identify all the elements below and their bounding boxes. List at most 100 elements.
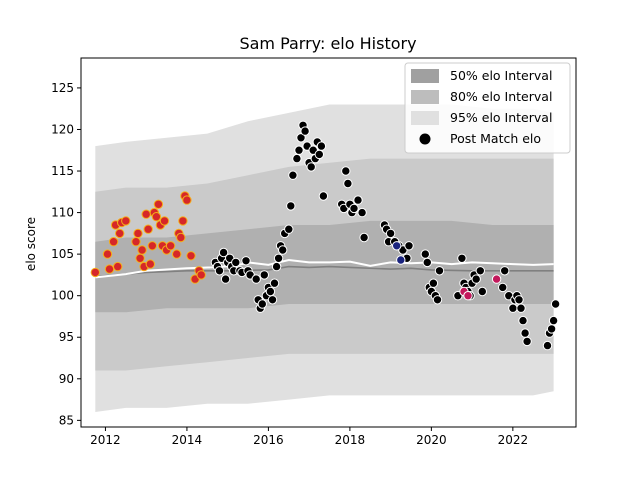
x-tick-label: 2014 — [172, 433, 203, 447]
data-point — [471, 274, 481, 284]
data-point — [143, 224, 153, 234]
data-point — [341, 166, 351, 176]
data-point — [548, 315, 559, 326]
data-point — [251, 274, 261, 284]
data-point — [267, 295, 278, 305]
data-point — [115, 228, 125, 239]
data-point — [278, 245, 288, 255]
data-point — [477, 286, 487, 297]
data-point — [273, 253, 284, 263]
data-point — [147, 241, 158, 251]
x-tick-label: 2020 — [416, 433, 447, 447]
data-point — [428, 278, 439, 288]
data-point — [108, 237, 119, 247]
legend-label-post-match: Post Match elo — [450, 131, 541, 146]
data-point — [475, 266, 485, 276]
data-point — [520, 328, 530, 338]
data-point — [176, 232, 186, 243]
series-line-0 — [95, 265, 554, 278]
y-tick-label: 120 — [51, 122, 74, 136]
data-point — [432, 295, 443, 305]
x-tick-label: 2022 — [498, 433, 529, 447]
data-point — [159, 216, 170, 226]
legend: 50% elo Interval 80% elo Interval 95% el… — [404, 62, 571, 154]
data-point — [153, 199, 164, 210]
data-point — [131, 237, 141, 247]
data-point — [113, 261, 123, 272]
data-point — [546, 324, 557, 334]
data-point — [214, 266, 225, 276]
y-tick-label: 85 — [59, 413, 74, 427]
data-point — [135, 253, 145, 263]
data-point — [90, 267, 101, 278]
data-point — [542, 340, 553, 351]
data-point — [500, 266, 510, 276]
legend-swatch-95 — [411, 111, 439, 125]
x-tick-label: 2012 — [90, 433, 121, 447]
data-point — [172, 249, 182, 259]
data-point — [463, 291, 473, 301]
data-point — [104, 264, 115, 274]
y-tick-label: 100 — [51, 289, 74, 303]
chart-title: Sam Parry: elo History — [239, 34, 416, 53]
data-point — [137, 245, 147, 255]
data-point — [271, 261, 282, 272]
data-point — [294, 145, 304, 155]
legend-label-95: 95% elo Interval — [450, 110, 552, 125]
plot-area — [90, 104, 561, 412]
data-point — [420, 249, 430, 259]
data-point — [522, 336, 532, 347]
data-point — [296, 133, 306, 143]
data-point — [343, 178, 353, 189]
data-point — [121, 216, 131, 226]
legend-label-80: 80% elo Interval — [450, 89, 552, 104]
x-tick-label: 2016 — [253, 433, 284, 447]
axes: 2012 2014 2016 2018 2020 2022 85 90 95 100 105 110 1… — [51, 57, 577, 447]
data-point — [269, 278, 280, 288]
data-point — [318, 191, 329, 201]
data-point — [357, 207, 367, 218]
x-tick-label: 2018 — [335, 433, 366, 447]
data-point — [182, 195, 192, 205]
data-point — [349, 203, 359, 214]
data-point — [300, 126, 310, 136]
data-point — [218, 247, 229, 258]
y-tick-label: 95 — [59, 330, 74, 344]
data-point — [288, 170, 298, 180]
y-tick-label: 110 — [51, 206, 74, 220]
data-point — [457, 253, 467, 263]
data-point — [178, 216, 188, 226]
data-point — [491, 274, 502, 284]
data-point — [550, 299, 561, 309]
data-point — [220, 274, 231, 284]
data-point — [306, 162, 316, 172]
y-tick-label: 125 — [51, 81, 74, 95]
data-point — [518, 315, 528, 326]
data-point — [353, 195, 363, 205]
data-point — [165, 241, 176, 251]
data-point — [186, 251, 196, 261]
legend-frame — [404, 62, 571, 154]
data-point — [241, 256, 251, 266]
data-point — [102, 249, 113, 259]
data-point — [396, 255, 406, 265]
data-point — [259, 270, 269, 280]
plot-frame — [80, 57, 577, 428]
data-point — [231, 257, 241, 268]
data-point — [434, 266, 445, 276]
data-point — [422, 257, 432, 268]
legend-label-50: 50% elo Interval — [450, 68, 552, 83]
y-axis-label: elo score — [24, 217, 38, 271]
y-tick-label: 90 — [59, 372, 74, 386]
data-point — [151, 212, 162, 222]
data-point — [286, 201, 296, 211]
data-point — [284, 224, 294, 234]
y-tick-label: 115 — [51, 164, 74, 178]
data-point — [359, 232, 369, 243]
data-point — [314, 149, 324, 160]
data-point — [385, 228, 396, 239]
data-point — [508, 303, 518, 313]
data-point — [196, 270, 206, 280]
data-point — [141, 209, 151, 219]
